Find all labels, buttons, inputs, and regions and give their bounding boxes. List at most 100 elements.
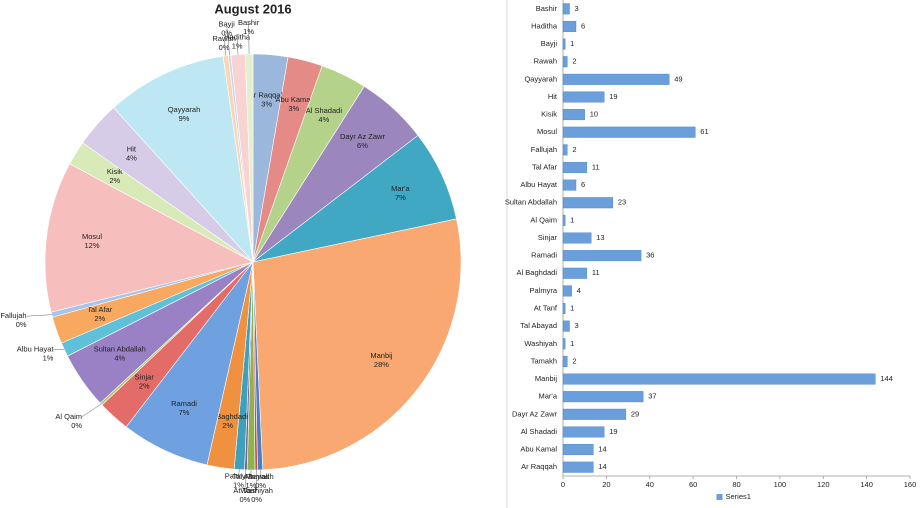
data-label: 2	[572, 356, 576, 365]
x-tick-label: 160	[904, 480, 917, 489]
bar	[562, 391, 644, 403]
slice-label: At Tanf	[233, 486, 257, 495]
pie-slice	[113, 55, 254, 263]
pie-title: August 2016	[214, 1, 291, 16]
slice-value-label: 4%	[126, 154, 137, 163]
data-label: 11	[592, 162, 600, 171]
y-tick-label: Palmyra	[529, 286, 557, 295]
slice-label: Fallujah	[0, 311, 26, 320]
bar	[562, 3, 570, 15]
x-tick-label: 120	[817, 480, 830, 489]
bar	[562, 214, 566, 226]
bar	[562, 91, 605, 103]
leader-line	[244, 469, 247, 491]
leader-line	[81, 403, 102, 417]
slice-value-label: 0%	[221, 28, 232, 37]
x-tick-label: 20	[602, 480, 610, 489]
bar	[562, 338, 566, 350]
slice-label: Mosul	[82, 232, 102, 241]
bar	[562, 267, 588, 279]
leader-line	[26, 314, 52, 317]
x-tick-label: 100	[774, 480, 787, 489]
y-tick-label: Albu Hayat	[520, 180, 558, 189]
y-tick-label: Bashir	[536, 4, 558, 13]
y-tick-label: Sultan Abdallah	[505, 198, 557, 207]
slice-value-label: 0%	[71, 421, 82, 430]
data-label: 36	[646, 251, 654, 260]
bar	[562, 197, 614, 209]
slice-value-label: 0%	[16, 320, 27, 329]
bar	[562, 426, 605, 438]
slice-value-label: 4%	[114, 354, 125, 363]
y-tick-label: At Tanf	[534, 304, 558, 313]
slice-label: Washiyah	[240, 486, 273, 495]
slice-value-label: 9%	[179, 114, 190, 123]
slice-label: Albu Hayat	[17, 345, 55, 354]
legend-swatch	[716, 494, 723, 500]
data-label: 19	[609, 92, 617, 101]
y-tick-label: Sinjar	[538, 233, 558, 242]
data-label: 3	[575, 4, 579, 13]
slice-label: Bashir	[238, 18, 260, 27]
slice-label: Abu Kamal	[275, 95, 312, 104]
bar	[562, 320, 570, 332]
slice-value-label: 2%	[139, 381, 150, 390]
slice-label: Ramadi	[171, 399, 197, 408]
slice-label: Al Shadadi	[306, 106, 343, 115]
slice-value-label: 0%	[219, 43, 230, 52]
data-label: 14	[598, 462, 606, 471]
y-tick-label: Tamakh	[531, 356, 557, 365]
y-tick-label: Al Qaim	[530, 215, 557, 224]
x-tick-label: 0	[561, 480, 565, 489]
bar	[562, 144, 568, 156]
bar	[562, 444, 594, 456]
slice-label: Bayji	[218, 19, 235, 28]
data-label: 6	[581, 21, 585, 30]
bar	[562, 408, 627, 420]
y-tick-label: Kisik	[541, 110, 557, 119]
leader-line	[236, 37, 239, 55]
slice-value-label: 7%	[395, 193, 406, 202]
data-label: 1	[570, 39, 574, 48]
data-label: 2	[572, 145, 576, 154]
bar	[562, 161, 588, 173]
y-tick-label: Tal Abayad	[520, 321, 557, 330]
data-label: 6	[581, 180, 585, 189]
slice-label: Tal Afar	[87, 305, 113, 314]
slice-value-label: 1%	[246, 481, 257, 490]
data-label: 23	[618, 198, 626, 207]
bar	[562, 56, 568, 68]
data-label: 1	[570, 304, 574, 313]
data-label: 11	[592, 268, 600, 277]
slice-label: Dayr Az Zawr	[340, 132, 386, 141]
data-label: 37	[648, 392, 656, 401]
bar	[562, 109, 585, 121]
data-label: 1	[570, 339, 574, 348]
y-tick-label: Bayji	[541, 39, 558, 48]
slice-label: Sultan Abdallah	[94, 345, 146, 354]
slice-value-label: 0%	[251, 495, 262, 504]
slice-value-label: 2%	[109, 176, 120, 185]
slice-value-label: 1%	[233, 481, 244, 490]
data-label: 29	[631, 409, 639, 418]
slice-value-label: 7%	[179, 408, 190, 417]
slice-value-label: 6%	[357, 141, 368, 150]
y-tick-label: Abu Kamal	[520, 445, 557, 454]
slice-label: Kisik	[107, 167, 123, 176]
bar	[562, 38, 566, 50]
bar	[562, 126, 696, 138]
leader-line	[226, 24, 230, 56]
data-label: 61	[700, 127, 708, 136]
data-label: 4	[577, 286, 581, 295]
y-tick-label: Al Shadadi	[521, 427, 558, 436]
slice-label: Palmyra	[225, 472, 253, 481]
x-tick-label: 60	[689, 480, 697, 489]
slice-label: Qayyarah	[168, 105, 201, 114]
y-tick-label: Manbij	[535, 374, 557, 383]
x-tick-label: 140	[860, 480, 873, 489]
slice-label: Sinjar	[135, 372, 155, 381]
slice-value-label: 28%	[374, 360, 389, 369]
y-tick-label: Mar'a	[538, 392, 557, 401]
pie-slice	[44, 163, 254, 313]
